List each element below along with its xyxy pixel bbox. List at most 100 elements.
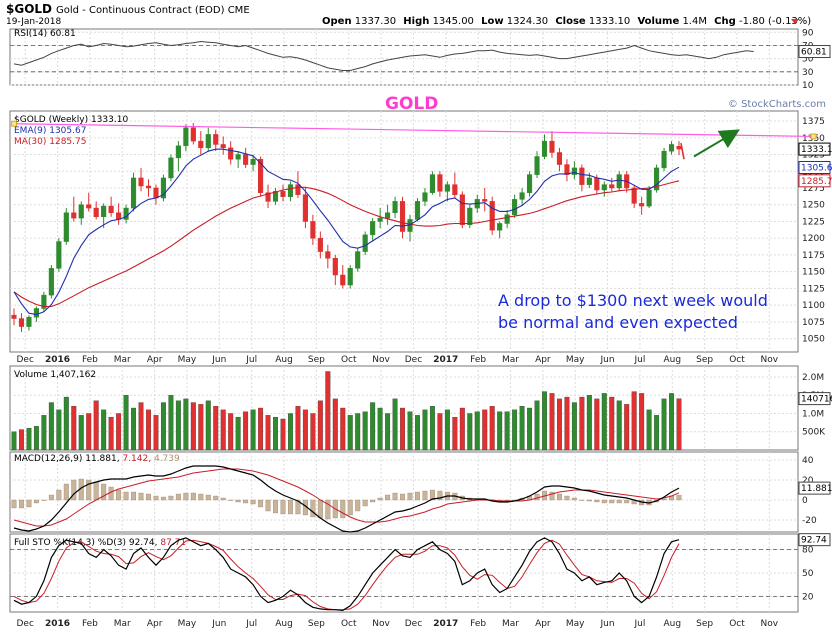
volume-bar — [213, 406, 219, 451]
candle-body — [272, 191, 279, 202]
y-tick-label: 1375 — [802, 117, 825, 127]
y-tick-label: 20 — [802, 592, 814, 602]
macd-histogram-bar — [280, 499, 286, 515]
candle-body — [586, 177, 592, 185]
ema9-line — [13, 148, 680, 316]
volume-bar — [407, 411, 413, 451]
candle-body — [654, 167, 660, 191]
volume-bar — [437, 413, 443, 451]
last-value-box — [798, 174, 831, 188]
x-tick-label: Sep — [308, 355, 325, 365]
date-label: 19-Jan-2018 — [6, 17, 62, 27]
candle-body — [556, 152, 563, 165]
candle-body — [243, 154, 249, 165]
macd-histogram-bar — [661, 498, 667, 501]
volume-bar — [71, 406, 77, 451]
volume-bar — [504, 411, 510, 451]
x-tick-label: Jul — [633, 355, 645, 365]
candle-body — [33, 308, 39, 318]
volume-bar — [138, 402, 144, 451]
candle-body — [48, 268, 54, 296]
candle-body — [594, 177, 600, 191]
x-tick-label: Mar — [114, 355, 131, 365]
volume-bar — [564, 396, 570, 451]
volume-bar — [175, 400, 181, 451]
candle-body — [123, 207, 129, 220]
macd-histogram-bar — [317, 499, 323, 519]
x-tick-label: Nov — [372, 619, 390, 629]
candle-body — [526, 174, 533, 193]
last-value-label: 1333.1 — [801, 145, 832, 155]
candle-body — [668, 144, 675, 152]
volume-bar — [594, 398, 600, 451]
macd-histogram-bar — [198, 493, 204, 501]
volume-bar — [474, 411, 480, 451]
candle-body — [385, 212, 391, 219]
macd-histogram-bar — [273, 499, 278, 514]
macd-histogram-bar — [220, 497, 226, 501]
macd-legend: MACD(12,26,9) 11.881, 7.142, 4.739 — [14, 454, 180, 464]
volume-bar — [190, 402, 196, 451]
candle-body — [198, 140, 204, 149]
volume-bar — [459, 407, 465, 451]
candle-body — [287, 184, 294, 197]
chart-header: $GOLD Gold - Continuous Contract (EOD) C… — [6, 2, 811, 27]
last-value-box — [798, 392, 831, 406]
resistance-trendline — [13, 123, 814, 138]
macd-histogram-bar — [205, 494, 211, 501]
candle-body — [437, 174, 443, 192]
candle-body — [71, 212, 77, 219]
volume-bar — [220, 409, 226, 451]
volume-bar — [325, 371, 331, 451]
candle-body — [504, 214, 510, 224]
volume-bar — [317, 400, 323, 451]
candle-body — [467, 207, 473, 226]
x-tick-label: Feb — [82, 355, 98, 365]
rsi-line — [13, 40, 754, 71]
x-tick-label: May — [566, 619, 585, 629]
candle-body — [302, 194, 308, 222]
y-tick-label: 80 — [802, 546, 814, 556]
last-value-box — [798, 481, 831, 495]
volume-bar — [332, 398, 338, 451]
x-tick-label: May — [178, 355, 197, 365]
macd-histogram-bar — [265, 499, 271, 512]
x-tick-label: Dec — [16, 355, 33, 365]
volume-bar — [676, 398, 682, 451]
last-value-label: 1407162 — [801, 395, 832, 405]
y-tick-label: 1250 — [802, 201, 825, 211]
x-tick-label: Dec — [405, 355, 422, 365]
candle-body — [168, 157, 174, 179]
candle-body — [26, 316, 32, 327]
x-tick-label: 2016 — [45, 619, 70, 629]
y-tick-label: 1050 — [802, 335, 825, 345]
volume-bar — [571, 402, 577, 451]
x-tick-label: 2016 — [45, 355, 70, 365]
last-value-label: 11.881 — [801, 484, 832, 494]
volume-bar — [579, 396, 585, 451]
volume-bar — [48, 402, 54, 451]
volume-bar — [519, 406, 525, 451]
candle-body — [370, 221, 376, 236]
y-tick-label: 1225 — [802, 217, 825, 227]
macd-panel: MACD(12,26,9) 11.881, 7.142, 4.739 — [11, 454, 682, 533]
y-tick-label: 2.0M — [802, 373, 824, 383]
volume-panel: Volume 1,407,162 — [11, 370, 682, 451]
volume-bar — [302, 409, 308, 451]
macd-histogram-bar — [213, 495, 219, 501]
volume-bar — [362, 411, 368, 451]
volume-bar — [108, 416, 114, 451]
macd-histogram-bar — [340, 499, 346, 519]
macd-line — [13, 465, 680, 533]
macd-histogram-bar — [235, 499, 241, 503]
volume-bar — [556, 398, 562, 451]
volume-bar — [661, 398, 667, 451]
volume-bar — [527, 407, 533, 451]
last-value-label: 60.81 — [801, 48, 827, 58]
macd-histogram-bar — [11, 499, 17, 509]
macd-histogram-bar — [355, 499, 361, 512]
volume-bar — [355, 413, 361, 451]
x-tick-label: Oct — [341, 355, 357, 365]
sto-d-line — [13, 539, 680, 611]
volume-bar — [265, 415, 271, 451]
